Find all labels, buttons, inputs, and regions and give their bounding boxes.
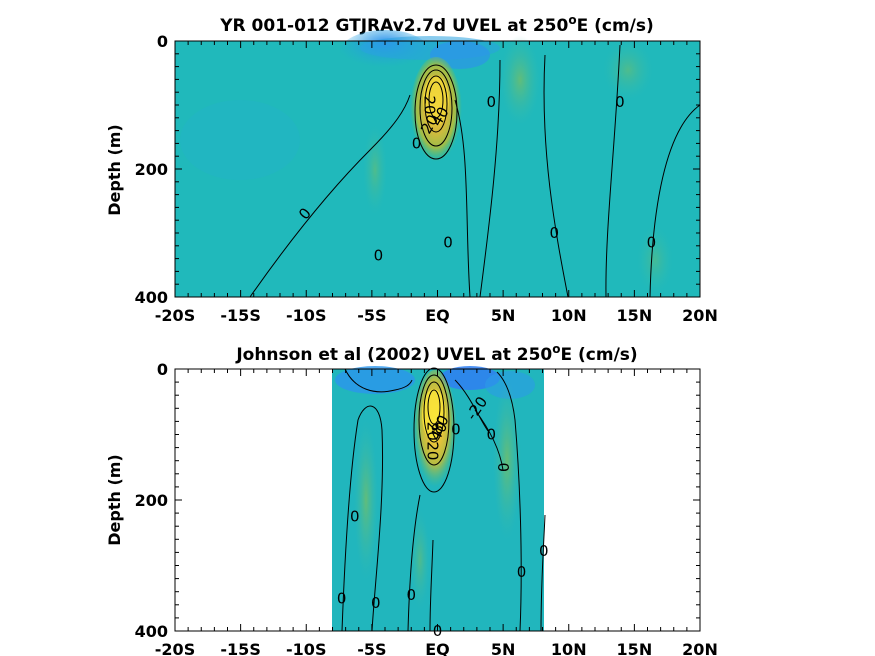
- xtick-label: -15S: [220, 640, 260, 656]
- contour-label-text: 0: [350, 507, 360, 525]
- panel-top-ticks: [174, 40, 701, 298]
- contour-label-text: 0: [406, 586, 416, 604]
- xtick-label: -10S: [286, 306, 326, 325]
- ytick-label: 200: [135, 491, 168, 510]
- xtick-label: 5N: [491, 306, 516, 325]
- contour-label-text: 20: [423, 422, 441, 441]
- contour-label: 0: [451, 420, 461, 438]
- contour-label-text: 0: [494, 462, 512, 472]
- panel-bottom: Johnson et al (2002) UVEL at 250oE (cm/s…: [105, 342, 718, 656]
- contour-label-text: 0: [412, 134, 422, 152]
- contour-label: 0: [412, 134, 422, 152]
- contour-label: 0: [494, 462, 512, 472]
- panel-top-ytick-labels: 0 200 400: [135, 32, 168, 307]
- xtick-label: 20N: [682, 306, 718, 325]
- xtick-label: -15S: [220, 306, 260, 325]
- xtick-label: -20S: [155, 640, 195, 656]
- panel-top-xtick-labels: -20S -15S -10S -5S EQ 5N 10N 15N 20N: [155, 306, 718, 325]
- contour-label: 0: [371, 594, 381, 612]
- panel-bottom-ylabel: Depth (m): [105, 454, 124, 546]
- ytick-label: 200: [135, 160, 168, 179]
- xtick-label: -5S: [357, 306, 386, 325]
- contour-label: 0: [406, 586, 416, 604]
- xtick-label: 10N: [551, 640, 587, 656]
- contour-label-text: 20: [421, 95, 439, 114]
- contour-label-text: 0: [539, 542, 549, 560]
- ytick-label: 400: [135, 288, 168, 307]
- contour-label-text: 0: [615, 93, 625, 111]
- xtick-label: -10S: [286, 640, 326, 656]
- contour-label: 0: [550, 224, 560, 242]
- ytick-label: 0: [157, 360, 168, 379]
- contour-label-text: 0: [550, 224, 560, 242]
- xtick-label: -20S: [155, 306, 195, 325]
- xtick-label: -5S: [357, 640, 386, 656]
- panel-top-heatmap: [175, 30, 700, 297]
- xtick-label: 10N: [551, 306, 587, 325]
- panel-top-ylabel: Depth (m): [105, 124, 124, 216]
- xtick-label: EQ: [425, 306, 450, 325]
- contour-label: 0: [615, 93, 625, 111]
- panel-top-contours: [249, 44, 701, 298]
- panel-bottom-ticks: [174, 368, 701, 632]
- contour-label: 0: [487, 93, 497, 111]
- panel-bottom-xtick-labels: -20S -15S -10S -5S EQ 5N 10N 15N 20N: [155, 640, 718, 656]
- xtick-label: 15N: [617, 640, 653, 656]
- contour-label: 0: [517, 563, 527, 581]
- contour-label-text: 0: [517, 563, 527, 581]
- contour-label: 0: [374, 246, 384, 264]
- contour-label-text: 0: [371, 594, 381, 612]
- contour-label: 0: [539, 542, 549, 560]
- xtick-label: 20N: [682, 640, 718, 656]
- contour-label: 0: [337, 589, 347, 607]
- contour-label: 0: [443, 234, 453, 252]
- xtick-label: 15N: [617, 306, 653, 325]
- contour-label-text: 0: [374, 246, 384, 264]
- contour-label: 20: [421, 95, 439, 114]
- panel-bottom-contours: [341, 367, 546, 632]
- contour-label-text: 0: [443, 234, 453, 252]
- contour-label: 0: [647, 234, 657, 252]
- contour-label-text: 0: [487, 426, 497, 444]
- ytick-label: 400: [135, 622, 168, 641]
- contour-label-text: 20: [423, 441, 441, 460]
- xtick-label: 5N: [491, 640, 516, 656]
- contour-label-text: 0: [487, 93, 497, 111]
- contour-label: 0: [487, 426, 497, 444]
- panel-bottom-heatmap: [332, 366, 544, 631]
- xtick-label: EQ: [425, 640, 450, 656]
- panel-top-title: YR 001-012 GTJRAv2.7d UVEL at 250oE (cm/…: [219, 13, 654, 36]
- panel-top: YR 001-012 GTJRAv2.7d UVEL at 250oE (cm/…: [105, 13, 718, 325]
- contour-label-text: 0: [337, 589, 347, 607]
- contour-label: 20: [423, 441, 441, 460]
- contour-label: 0: [350, 507, 360, 525]
- contour-label-text: 0: [451, 420, 461, 438]
- panel-bottom-title: Johnson et al (2002) UVEL at 250oE (cm/s…: [235, 342, 637, 365]
- ytick-label: 0: [157, 32, 168, 51]
- contour-label-text: 0: [647, 234, 657, 252]
- panel-bottom-ytick-labels: 0 200 400: [135, 360, 168, 641]
- contour-label: 20: [423, 422, 441, 441]
